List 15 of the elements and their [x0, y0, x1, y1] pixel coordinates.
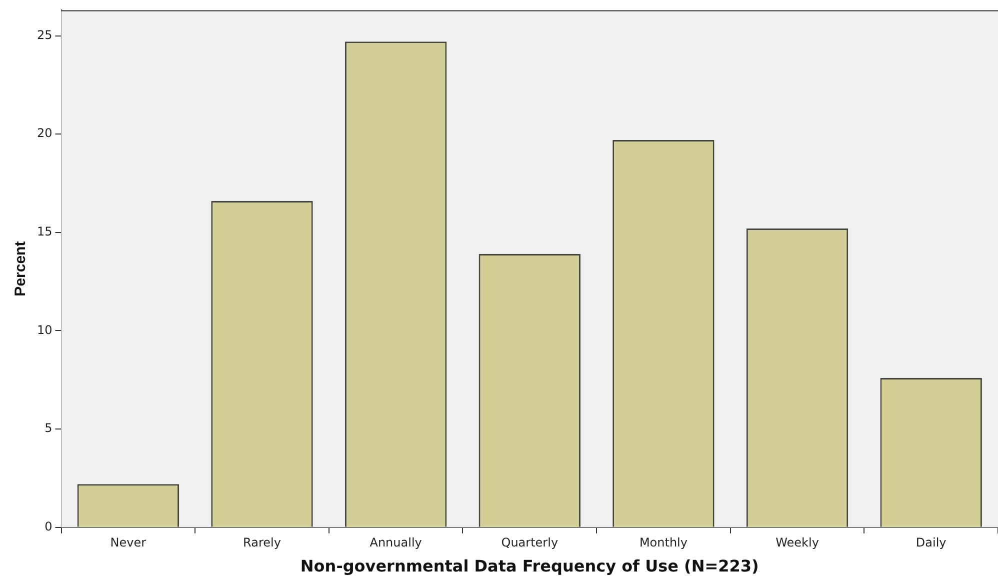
x-tick-label: Annually — [370, 536, 422, 550]
y-tick-label: 5 — [44, 421, 52, 436]
y-tick-label: 0 — [44, 520, 52, 534]
y-axis-title: Percent — [12, 241, 30, 296]
x-tick-label: Monthly — [639, 536, 688, 550]
y-tick-label: 25 — [36, 28, 52, 42]
x-tick-label: Quarterly — [501, 536, 558, 550]
x-tick-label: Weekly — [776, 536, 819, 550]
y-tick-label: 15 — [36, 224, 52, 239]
y-tick-label: 20 — [36, 126, 52, 140]
x-tick-label: Daily — [916, 536, 946, 550]
x-tick-label: Never — [110, 536, 146, 550]
x-axis-title: Non-governmental Data Frequency of Use (N=223) — [300, 556, 759, 576]
y-tick-label: 10 — [36, 322, 52, 337]
x-tick-label: Rarely — [243, 536, 281, 550]
